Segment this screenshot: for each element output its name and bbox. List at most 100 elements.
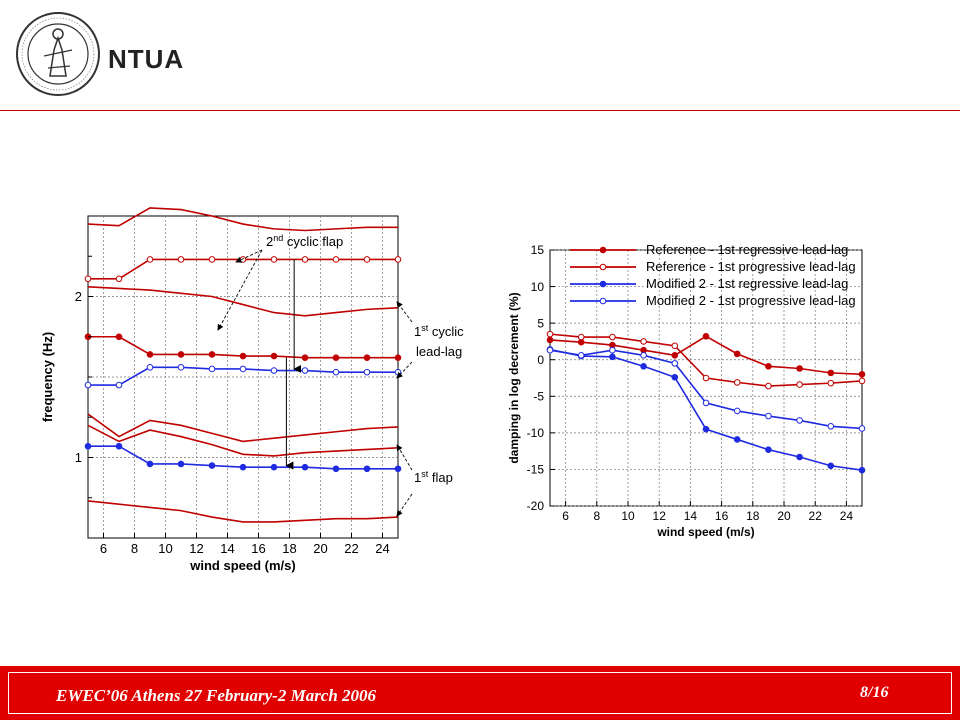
frequency-chart-series-1-point — [363, 256, 371, 263]
frequency-chart-series-1-point — [332, 256, 340, 263]
frequency-chart-series-7-point — [394, 465, 402, 473]
legend-entry-label: Modified 2 - 1st regressive lead-lag — [646, 276, 848, 291]
frequency-chart-series-7-point — [270, 463, 278, 471]
damping-chart-series-1-point — [671, 342, 679, 350]
frequency-chart-series-1-point — [394, 256, 402, 263]
damping-chart-x-tick-label: 18 — [746, 509, 760, 523]
damping-chart-series-0-point — [765, 362, 772, 370]
frequency-chart-series-6-line — [87, 424, 399, 457]
footer-event-text: EWEC’06 Athens 27 February-2 March 2006 — [56, 686, 377, 705]
damping-chart-series-3-point — [577, 352, 585, 359]
damping-chart-series-1-point — [609, 333, 616, 341]
frequency-chart-series-7-point — [332, 465, 340, 473]
frequency-chart-series-3-point — [177, 351, 185, 358]
damping-chart-series-0-point — [858, 371, 866, 378]
damping-chart-x-tick-label: 22 — [809, 509, 823, 523]
ntua-seal-icon — [16, 12, 100, 96]
frequency-chart-series-7-point — [177, 460, 185, 468]
damping-chart-y-tick-label: 15 — [531, 243, 545, 257]
damping-chart-series-0-point — [796, 365, 803, 372]
frequency-chart-series-4-point — [363, 368, 371, 376]
frequency-chart-series-5-line — [87, 413, 399, 443]
frequency-chart-y-tick-label: 2 — [75, 289, 82, 304]
damping-chart-series-1-point — [702, 374, 710, 382]
frequency-chart-series-1-point — [115, 275, 123, 283]
damping-chart-x-tick-label: 6 — [562, 509, 569, 523]
frequency-chart-x-tick-label: 20 — [313, 541, 327, 556]
damping-chart-plot: 6 8 10 12 14 16 18 20 22 24 15 10 5 0 -5 -10 -15 -20 wind … — [507, 243, 866, 539]
damping-chart-y-tick-label: -20 — [527, 499, 545, 513]
legend-entry-label: Modified 2 - 1st progressive lead-lag — [646, 293, 856, 308]
frequency-chart-series-0-line — [87, 207, 398, 232]
legend-entry-label: Reference - 1st regressive lead-lag — [646, 242, 848, 257]
frequency-chart-series-3-point — [208, 351, 216, 358]
frequency-chart-series-4-point — [177, 364, 185, 371]
damping-chart-legend: Reference - 1st regressive lead-lag Refer… — [570, 242, 856, 308]
frequency-chart-x-tick-label: 8 — [131, 541, 138, 556]
damping-chart-y-tick-label: -10 — [527, 426, 545, 440]
damping-chart-x-tick-label: 20 — [777, 509, 791, 523]
frequency-chart-series-4-point — [394, 368, 402, 376]
damping-chart-series-3-point — [827, 422, 835, 430]
frequency-chart-series-8-line — [87, 500, 399, 523]
legend-entry-label: Reference - 1st progressive lead-lag — [646, 259, 856, 274]
frequency-chart-series-3-point — [146, 351, 154, 358]
frequency-chart-series-4-point — [146, 364, 154, 371]
damping-chart-y-tick-label: 5 — [537, 316, 544, 330]
annotation-1st-cyclic-lead-lag-line2: lead-lag — [416, 344, 462, 359]
damping-chart-y-axis-label: damping in log decrement (%) — [507, 292, 521, 463]
frequency-chart-series-7-point — [84, 442, 92, 450]
frequency-chart-series-1-point — [84, 275, 92, 283]
damping-chart-series-2-point — [609, 353, 616, 361]
annotation-leader — [217, 249, 263, 331]
frequency-chart-plot-frame — [87, 215, 399, 539]
damping-chart-series-3-point — [640, 352, 647, 359]
frequency-chart-series-4-point — [301, 367, 309, 374]
frequency-chart-x-tick-label: 16 — [251, 541, 265, 556]
damping-chart-series-1-point — [827, 379, 835, 387]
frequency-chart-series-3-point — [270, 352, 278, 360]
frequency-chart-series-1-point — [177, 256, 185, 263]
damping-chart-series-1-point — [546, 330, 554, 338]
frequency-chart-series-1-point — [301, 256, 309, 263]
footer-bar — [0, 666, 960, 720]
frequency-chart-x-tick-label: 18 — [282, 541, 296, 556]
damping-chart-x-tick-label: 24 — [840, 509, 854, 523]
frequency-chart-series-7-point — [146, 460, 154, 468]
frequency-chart-series-4-point — [239, 365, 247, 373]
damping-chart-series-2-point — [796, 453, 803, 461]
damping-chart-y-tick-label: -15 — [527, 463, 545, 477]
annotation-1st-flap: 1st flap — [414, 469, 453, 485]
damping-chart-x-tick-label: 16 — [715, 509, 729, 523]
damping-chart-series-3-point — [858, 425, 866, 432]
damping-chart-series-3-point — [796, 417, 803, 424]
frequency-chart-series-3-point — [115, 333, 123, 341]
frequency-chart-x-tick-label: 12 — [189, 541, 203, 556]
damping-chart-series-1-point — [640, 338, 647, 345]
damping-chart-series-3-point — [702, 399, 710, 407]
frequency-chart-series-4-point — [332, 368, 340, 376]
damping-chart-series-0-point — [827, 369, 835, 377]
frequency-chart-series-7-point — [115, 442, 123, 450]
frequency-chart-series-4-point — [208, 365, 216, 373]
frequency-chart-x-tick-label: 10 — [158, 541, 172, 556]
frequency-chart-series-7-point — [363, 465, 371, 473]
damping-chart-series-3-point — [671, 360, 679, 367]
damping-chart-series-1-point — [577, 333, 585, 341]
legend-swatch-marker — [599, 297, 607, 305]
page-number: 8/16 — [860, 684, 889, 701]
frequency-chart-series-4-point — [270, 367, 278, 374]
frequency-chart-series-2-line — [87, 286, 399, 317]
frequency-chart-series-7-point — [208, 462, 216, 469]
frequency-chart-x-tick-label: 22 — [344, 541, 358, 556]
legend-swatch-marker — [599, 246, 607, 254]
damping-chart-series-3-point — [733, 407, 741, 415]
damping-chart-series-3-point — [546, 346, 554, 354]
damping-chart-series-1-point — [796, 381, 803, 388]
frequency-chart-series-3-point — [301, 354, 309, 361]
frequency-chart-x-tick-label: 14 — [220, 541, 234, 556]
frequency-chart-series-4-point — [115, 381, 123, 389]
damping-chart-x-tick-label: 10 — [621, 509, 635, 523]
